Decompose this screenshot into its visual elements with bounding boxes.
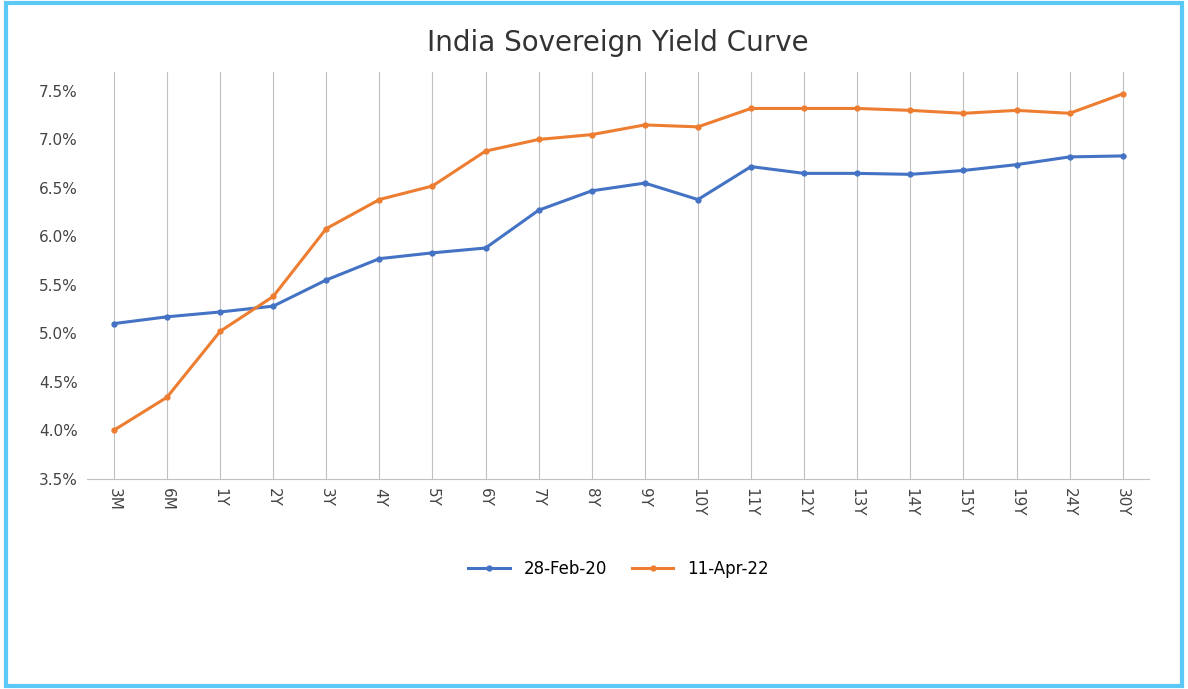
11-Apr-22 <box>479 147 493 155</box>
11-Apr-22 <box>1116 90 1130 98</box>
28-Feb-20 <box>851 169 865 178</box>
11-Apr-22 <box>372 196 386 204</box>
28-Feb-20 <box>956 166 971 174</box>
28-Feb-20 <box>1010 161 1024 169</box>
28-Feb-20 <box>903 170 917 178</box>
28-Feb-20 <box>213 308 227 316</box>
11-Apr-22 <box>797 104 811 112</box>
11-Apr-22 <box>266 292 280 300</box>
11-Apr-22 <box>213 327 227 336</box>
11-Apr-22 <box>744 104 758 112</box>
11-Apr-22 <box>1062 109 1076 117</box>
11-Apr-22 <box>584 130 599 138</box>
28-Feb-20 <box>638 179 652 187</box>
11-Apr-22 <box>425 182 440 190</box>
11-Apr-22 <box>851 104 865 112</box>
Title: India Sovereign Yield Curve: India Sovereign Yield Curve <box>428 29 809 56</box>
28-Feb-20 <box>425 249 440 257</box>
28-Feb-20 <box>320 276 334 284</box>
11-Apr-22 <box>1010 106 1024 114</box>
11-Apr-22 <box>160 393 175 402</box>
28-Feb-20 <box>690 196 704 204</box>
28-Feb-20 <box>372 254 386 263</box>
28-Feb-20 <box>1116 152 1130 160</box>
11-Apr-22 <box>690 123 704 131</box>
28-Feb-20 <box>266 302 280 310</box>
28-Feb-20 <box>584 187 599 195</box>
28-Feb-20 <box>1062 153 1076 161</box>
Line: 28-Feb-20: 28-Feb-20 <box>112 154 1125 326</box>
Legend: 28-Feb-20, 11-Apr-22: 28-Feb-20, 11-Apr-22 <box>462 553 775 584</box>
28-Feb-20 <box>107 320 121 328</box>
11-Apr-22 <box>107 426 121 434</box>
28-Feb-20 <box>797 169 811 178</box>
11-Apr-22 <box>320 225 334 233</box>
28-Feb-20 <box>160 313 175 321</box>
11-Apr-22 <box>956 109 971 117</box>
11-Apr-22 <box>903 106 917 114</box>
11-Apr-22 <box>638 121 652 129</box>
28-Feb-20 <box>744 163 758 171</box>
11-Apr-22 <box>531 135 545 143</box>
28-Feb-20 <box>531 206 545 214</box>
28-Feb-20 <box>479 244 493 252</box>
Line: 11-Apr-22: 11-Apr-22 <box>112 92 1125 433</box>
